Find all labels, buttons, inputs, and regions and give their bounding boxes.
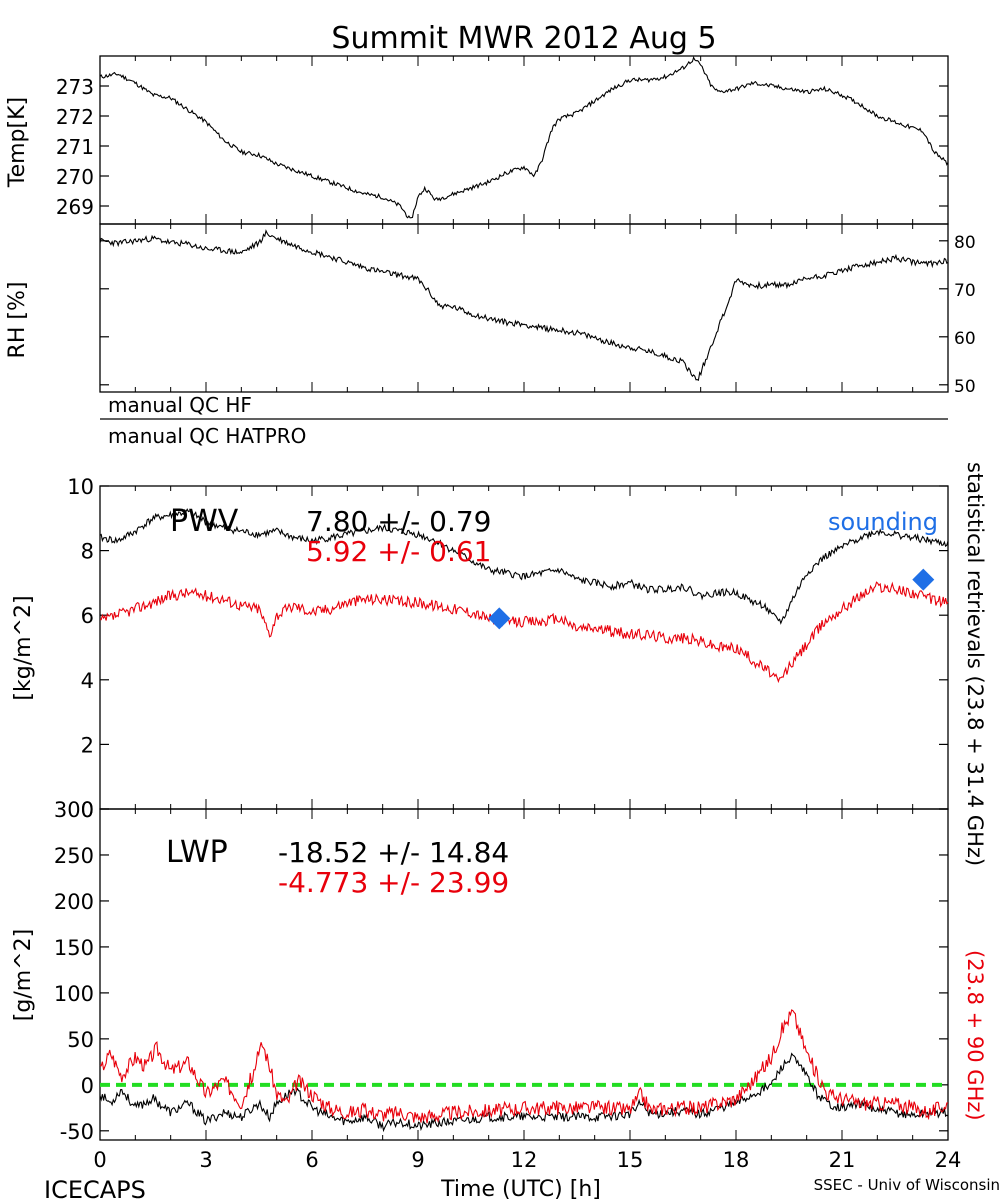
right-label-statistical: statistical retrievals (23.8 + 31.4 GHz) xyxy=(963,462,987,866)
y-tick-label: 272 xyxy=(56,105,94,129)
y-tick-label: 60 xyxy=(954,329,976,349)
x-tick-label: 0 xyxy=(93,1148,106,1172)
y-tick-label: 10 xyxy=(67,475,94,499)
chart-title: Summit MWR 2012 Aug 5 xyxy=(331,21,716,56)
pwv-series-red xyxy=(99,581,949,684)
lwp-axis-label: [g/m^2] xyxy=(11,929,36,1021)
temperature-series xyxy=(99,56,949,219)
lwp-series-red xyxy=(99,1009,949,1124)
x-tick-label: 21 xyxy=(829,1148,856,1172)
rh-panel: RH [%] 50 60 70 80 xyxy=(5,224,976,397)
lwp-stats-red: -4.773 +/- 23.99 xyxy=(278,866,509,899)
temperature-axis-label: Temp[K] xyxy=(5,97,30,188)
lwp-label: LWP xyxy=(166,835,228,870)
x-axis-label: Time (UTC) [h] xyxy=(440,1177,601,1200)
x-tick-label: 18 xyxy=(723,1148,750,1172)
pwv-panel: [kg/m^2] 0 2 4 6 8 10 PWV 7.80 +/- 0.795.92 +/-… xyxy=(11,475,949,822)
panel-frame-1 xyxy=(99,223,949,393)
y-tick-label: 273 xyxy=(56,75,94,99)
footer-ssec: SSEC - Univ of Wisconsin xyxy=(814,1176,1000,1194)
y-tick-label: 0 xyxy=(81,1074,94,1098)
footer-icecaps: ICECAPS xyxy=(44,1176,146,1200)
y-tick-label: 300 xyxy=(54,798,94,822)
y-tick-label: 250 xyxy=(54,844,94,868)
sounding-point-0 xyxy=(488,607,511,630)
y-tick-label: 271 xyxy=(56,135,94,159)
y-tick-label: 70 xyxy=(954,281,976,301)
lwp-stats-black: -18.52 +/- 14.84 xyxy=(278,836,509,869)
y-tick-label: 100 xyxy=(54,982,94,1006)
x-tick-label: 15 xyxy=(617,1148,644,1172)
y-tick-label: 6 xyxy=(81,604,94,628)
pwv-label: PWV xyxy=(170,504,239,539)
x-tick-label: 24 xyxy=(935,1148,962,1172)
y-tick-label: 50 xyxy=(67,1028,94,1052)
lwp-series-black xyxy=(99,1052,949,1133)
sounding-point-1 xyxy=(912,568,935,591)
y-tick-label: 8 xyxy=(81,540,94,564)
pwv-stats-black: 7.80 +/- 0.79 xyxy=(306,505,492,538)
y-tick-label: 0 xyxy=(81,798,94,822)
x-tick-label: 6 xyxy=(305,1148,318,1172)
y-tick-label: 2 xyxy=(81,733,94,757)
x-tick-label: 12 xyxy=(511,1148,538,1172)
y-tick-label: 150 xyxy=(54,936,94,960)
x-tick-label: 3 xyxy=(199,1148,212,1172)
x-tick-label: 9 xyxy=(411,1148,424,1172)
qc-hatpro-label: manual QC HATPRO xyxy=(108,424,306,448)
y-tick-label: 80 xyxy=(954,233,976,253)
sounding-legend: sounding xyxy=(828,508,938,536)
panel-frame-0 xyxy=(99,55,949,225)
rh-axis-label: RH [%] xyxy=(5,282,30,359)
y-tick-label: 4 xyxy=(81,669,94,693)
y-tick-label: 50 xyxy=(954,377,976,397)
temperature-panel: Temp[K] 269 270 271 272 273 xyxy=(5,56,949,224)
y-tick-label: 270 xyxy=(56,165,94,189)
y-tick-label: 200 xyxy=(54,890,94,914)
pwv-axis-label: [kg/m^2] xyxy=(11,595,36,700)
pwv-stats-red: 5.92 +/- 0.61 xyxy=(306,535,492,568)
y-tick-label: 269 xyxy=(56,195,94,219)
right-label-red: (23.8 + 90 GHz) xyxy=(963,950,987,1121)
pwv-series-black xyxy=(99,508,949,625)
qc-hf-label: manual QC HF xyxy=(108,393,252,417)
rh-series xyxy=(99,229,949,382)
y-tick-label: -50 xyxy=(60,1120,94,1144)
